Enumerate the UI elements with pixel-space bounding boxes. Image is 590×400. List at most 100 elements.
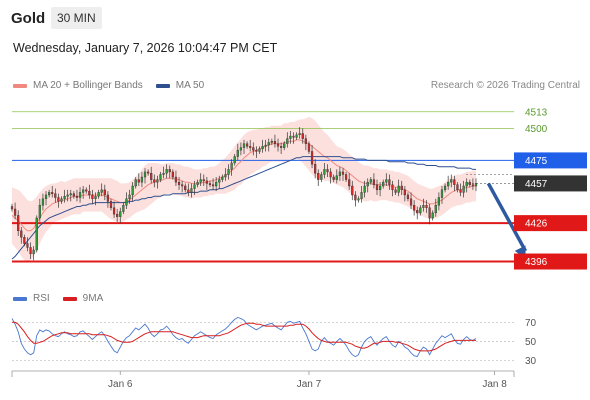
candle-body	[447, 181, 450, 187]
level-4457-label: 4457	[525, 179, 548, 190]
candle-body	[109, 201, 113, 208]
candle-body	[181, 184, 184, 187]
candle-body	[351, 185, 354, 196]
candle-body	[369, 179, 372, 183]
candle-body	[23, 236, 26, 244]
candle-body	[239, 147, 243, 151]
timeframe-button[interactable]: 30 MIN	[51, 7, 102, 29]
candle-body	[20, 230, 23, 238]
candle-body	[443, 185, 447, 191]
forecast-arrow-shaft	[486, 182, 528, 252]
candle-body	[236, 149, 239, 157]
candle-body	[112, 207, 116, 215]
candle-body	[103, 189, 106, 196]
candle-body	[378, 185, 382, 191]
candle-body	[465, 181, 468, 187]
legend-label-ma50: MA 50	[175, 80, 205, 91]
candle-body	[150, 172, 153, 180]
candle-body	[338, 171, 342, 176]
candle-body	[276, 143, 280, 147]
candle-body	[82, 189, 85, 193]
candle-body	[273, 140, 277, 144]
candle-body	[354, 194, 357, 201]
candle-body	[453, 179, 456, 185]
candle-body	[431, 212, 434, 219]
candle-body	[428, 207, 431, 219]
candle-body	[13, 208, 17, 216]
level-4426-label: 4426	[525, 219, 548, 230]
candle-body	[363, 185, 366, 193]
candle-body	[10, 206, 14, 210]
legend-item-ma50: MA 50	[155, 80, 205, 91]
ma50-swatch	[155, 83, 170, 88]
candle-body	[227, 169, 230, 175]
candle-body	[78, 192, 82, 198]
candle-body	[255, 149, 258, 152]
candle-body	[187, 189, 190, 193]
candle-body	[116, 213, 119, 217]
candle-body	[38, 204, 41, 219]
candle-body	[41, 198, 45, 206]
candle-body	[202, 179, 205, 182]
legend-label-9ma: 9MA	[82, 293, 104, 304]
candle-body	[54, 193, 57, 198]
candle-body	[252, 147, 255, 151]
candle-body	[168, 169, 171, 173]
candle-body	[88, 190, 91, 196]
candle-body	[419, 207, 422, 214]
candle-body	[400, 185, 403, 191]
candle-body	[69, 193, 72, 196]
candle-body	[301, 133, 304, 139]
candle-body	[26, 243, 29, 248]
rsi-tick-50: 50	[525, 337, 537, 348]
chart-datetime: Wednesday, January 7, 2026 10:04:47 PM C…	[13, 41, 278, 55]
rsi-legend: RSI 9MA	[13, 293, 116, 304]
ma50-line	[11, 156, 476, 260]
rsi-tick-30: 30	[525, 356, 537, 367]
candle-body	[289, 135, 292, 139]
candle-body	[360, 192, 363, 199]
candle-body	[413, 204, 416, 211]
candle-body	[295, 134, 298, 138]
candle-body	[171, 171, 174, 178]
candle-body	[462, 185, 465, 193]
candle-body	[153, 179, 156, 183]
candle-body	[162, 172, 165, 175]
candle-body	[218, 179, 221, 183]
bollinger-band	[12, 116, 476, 262]
candle-body	[332, 176, 335, 180]
candle-body	[75, 196, 79, 198]
candle-body	[29, 247, 32, 255]
candle-body	[261, 146, 264, 150]
candle-body	[409, 198, 413, 206]
candle-body	[304, 138, 307, 144]
candle-body	[63, 196, 66, 200]
candle-body	[468, 181, 471, 185]
candle-body	[199, 179, 202, 183]
candle-body	[44, 194, 48, 200]
candle-body	[344, 174, 348, 180]
candle-body	[474, 183, 478, 187]
candle-body	[267, 142, 270, 146]
candle-body	[224, 174, 227, 178]
candle-body	[394, 189, 397, 193]
candle-body	[382, 181, 385, 187]
candle-body	[32, 249, 35, 255]
x-tick-label: Jan 8	[482, 379, 507, 390]
candle-body	[122, 204, 125, 212]
legend-item-rsi: RSI	[13, 293, 50, 304]
candle-body	[66, 194, 69, 197]
candle-body	[329, 171, 332, 178]
candle-body	[134, 179, 137, 187]
candle-body	[146, 171, 150, 174]
time-axis: Jan 6 Jan 7 Jan 8	[11, 370, 515, 390]
level-4500-label: 4500	[525, 124, 548, 135]
legend-item-9ma: 9MA	[62, 293, 104, 304]
candle-body	[211, 184, 215, 187]
candle-body	[125, 198, 128, 206]
legend-label-rsi: RSI	[33, 293, 50, 304]
candle-body	[196, 181, 199, 185]
candle-body	[292, 135, 295, 138]
x-tick-label: Jan 6	[108, 379, 133, 390]
